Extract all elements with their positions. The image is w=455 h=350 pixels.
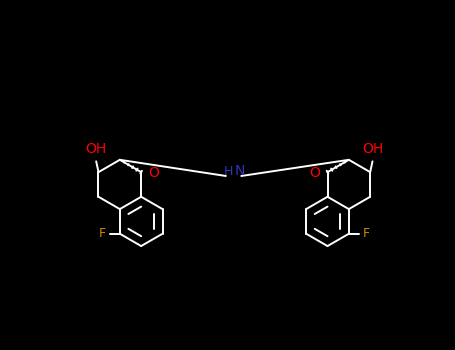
Text: H: H	[223, 165, 233, 178]
Text: OH: OH	[362, 142, 383, 156]
Text: N: N	[234, 163, 245, 177]
Text: F: F	[363, 227, 370, 240]
Text: OH: OH	[86, 142, 107, 156]
Text: F: F	[99, 227, 106, 240]
Text: O: O	[148, 166, 159, 180]
Text: O: O	[310, 166, 321, 180]
